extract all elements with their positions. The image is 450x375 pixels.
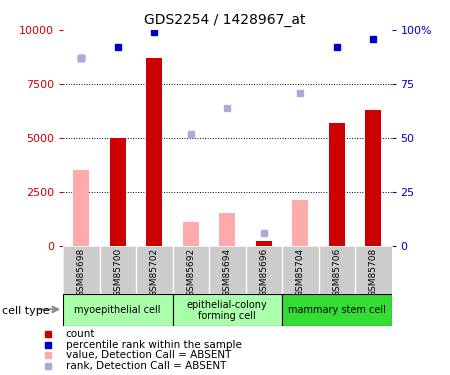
Bar [328,123,345,246]
Bar [256,242,272,246]
Text: GDS2254 / 1428967_at: GDS2254 / 1428967_at [144,13,306,27]
Text: value, Detection Call = ABSENT: value, Detection Call = ABSENT [66,350,231,360]
Text: GSM85706: GSM85706 [332,248,341,297]
Text: GSM85698: GSM85698 [77,248,86,297]
Text: mammary stem cell: mammary stem cell [288,305,386,315]
Text: GSM85708: GSM85708 [369,248,378,297]
Text: epithelial-colony
forming cell: epithelial-colony forming cell [187,300,268,321]
Bar [282,294,392,326]
Text: count: count [66,329,95,339]
Text: GSM85700: GSM85700 [113,248,122,297]
Text: GSM85696: GSM85696 [259,248,268,297]
Text: GSM85694: GSM85694 [223,248,232,297]
Bar [183,222,199,246]
Bar [63,294,172,326]
Bar [172,294,282,326]
Bar [146,58,162,246]
Bar [365,110,382,246]
Text: rank, Detection Call = ABSENT: rank, Detection Call = ABSENT [66,361,226,371]
Text: percentile rank within the sample: percentile rank within the sample [66,339,242,350]
Bar [73,170,90,246]
Text: GSM85704: GSM85704 [296,248,305,297]
Bar [292,200,308,246]
Text: cell type: cell type [2,306,50,315]
Bar [219,213,235,246]
Text: myoepithelial cell: myoepithelial cell [75,305,161,315]
Bar [109,138,126,246]
Text: GSM85692: GSM85692 [186,248,195,297]
Text: GSM85702: GSM85702 [150,248,159,297]
